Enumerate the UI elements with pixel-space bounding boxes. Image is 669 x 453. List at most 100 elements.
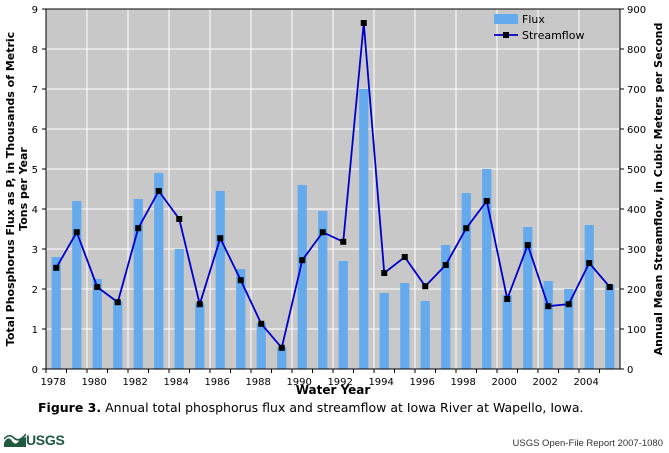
right-tick-label: 800 (627, 45, 646, 56)
x-axis-label: Water Year (296, 383, 371, 397)
streamflow-point (114, 299, 121, 306)
left-tick-label: 1 (32, 325, 38, 336)
x-tick-label: 1982 (122, 377, 147, 388)
streamflow-point (135, 225, 142, 232)
flux-bar (318, 211, 328, 369)
x-tick-label: 1978 (40, 377, 65, 388)
x-tick-label: 2002 (532, 377, 557, 388)
left-tick-label: 6 (32, 125, 38, 136)
x-tick-label: 1984 (163, 377, 188, 388)
streamflow-point (401, 254, 408, 260)
streamflow-point (155, 188, 162, 194)
streamflow-point (176, 216, 183, 222)
y-axis-label-left-line2: Tons per Year (17, 147, 30, 231)
flux-bar (92, 279, 102, 369)
streamflow-point (422, 283, 429, 290)
streamflow-point (606, 284, 613, 290)
streamflow-point (319, 229, 326, 236)
flux-bar (154, 173, 164, 369)
streamflow-point (340, 238, 347, 245)
x-tick-label: 1986 (204, 377, 229, 388)
left-tick-label: 0 (32, 365, 38, 376)
streamflow-point (217, 235, 224, 242)
flux-bar (502, 295, 512, 369)
flux-bar (420, 301, 430, 369)
figure-caption: Figure 3. Annual total phosphorus flux a… (38, 400, 584, 415)
left-axis-ticks: 0 1 2 3 4 5 6 7 8 9 (32, 5, 46, 376)
streamflow-point (463, 225, 470, 232)
streamflow-point (565, 301, 572, 308)
flux-bar (215, 191, 225, 369)
flux-bar (400, 283, 410, 369)
x-axis-ticks: 1978 1980 1982 1984 1986 1988 1990 1992 1994 1996… (40, 369, 600, 388)
flux-bar (564, 289, 574, 369)
left-tick-label: 7 (32, 85, 38, 96)
streamflow-point (586, 260, 593, 266)
legend-streamflow-marker (503, 32, 509, 38)
x-tick-label: 1994 (368, 377, 393, 388)
y-axis-label-left-line1: Total Phosphorus Flux as P, in Thousands… (4, 32, 17, 346)
streamflow-point (360, 20, 367, 26)
flux-bar (236, 269, 246, 369)
report-citation: USGS Open-File Report 2007-1080 (512, 438, 664, 449)
right-tick-label: 400 (627, 205, 646, 216)
y-axis-label-left: Total Phosphorus Flux as P, in Thousands… (4, 32, 30, 346)
logo-text: USGS (26, 432, 65, 448)
legend: Flux Streamflow (494, 13, 584, 42)
x-tick-label: 2000 (491, 377, 516, 388)
flux-bar (359, 89, 369, 369)
x-tick-label: 1996 (409, 377, 434, 388)
streamflow-point (237, 277, 244, 284)
streamflow-point (278, 344, 285, 351)
streamflow-point (524, 242, 531, 248)
y-axis-label-right: Annual Mean Streamflow, in Cubic Meters … (652, 23, 665, 356)
streamflow-point (73, 229, 80, 236)
flux-bar (51, 257, 61, 369)
flux-bars (51, 89, 615, 369)
flux-bar (174, 249, 184, 369)
flux-bar (338, 261, 348, 369)
left-tick-label: 2 (32, 285, 38, 296)
right-tick-label: 700 (627, 85, 646, 96)
flux-bar (461, 193, 471, 369)
usgs-wave-icon (4, 433, 26, 447)
left-tick-label: 4 (32, 205, 38, 216)
streamflow-point (483, 198, 490, 204)
caption-text: Annual total phosphorus flux and streamf… (101, 400, 584, 415)
legend-flux-swatch (494, 14, 518, 24)
legend-flux-label: Flux (522, 13, 545, 26)
streamflow-point (299, 257, 306, 264)
flux-bar (297, 185, 307, 369)
flux-bar (113, 301, 123, 369)
streamflow-line (53, 20, 613, 351)
flux-bar (277, 347, 287, 369)
flux-bar (605, 285, 615, 369)
right-tick-label: 100 (627, 325, 646, 336)
x-tick-label: 1980 (81, 377, 106, 388)
flux-bar (482, 169, 492, 369)
legend-streamflow-label: Streamflow (522, 29, 584, 42)
x-tick-label: 1990 (286, 377, 311, 388)
right-tick-label: 0 (627, 365, 633, 376)
flux-bar (195, 303, 205, 369)
left-tick-label: 9 (32, 5, 38, 16)
streamflow-point (53, 264, 60, 271)
left-tick-label: 8 (32, 45, 38, 56)
x-tick-label: 2004 (573, 377, 598, 388)
figure-number: Figure 3. (38, 400, 102, 415)
flux-bar (523, 227, 533, 369)
streamflow-point (381, 270, 388, 276)
streamflow-polyline (55, 22, 611, 350)
usgs-logo: USGS (4, 432, 65, 448)
streamflow-point (94, 284, 101, 290)
right-tick-label: 200 (627, 285, 646, 296)
flux-bar (584, 225, 594, 369)
flux-bar (441, 245, 451, 369)
flux-bar (379, 293, 389, 369)
streamflow-point (442, 262, 449, 268)
right-tick-label: 300 (627, 245, 646, 256)
streamflow-point (258, 320, 265, 327)
left-tick-label: 5 (32, 165, 38, 176)
flux-bar (133, 199, 143, 369)
